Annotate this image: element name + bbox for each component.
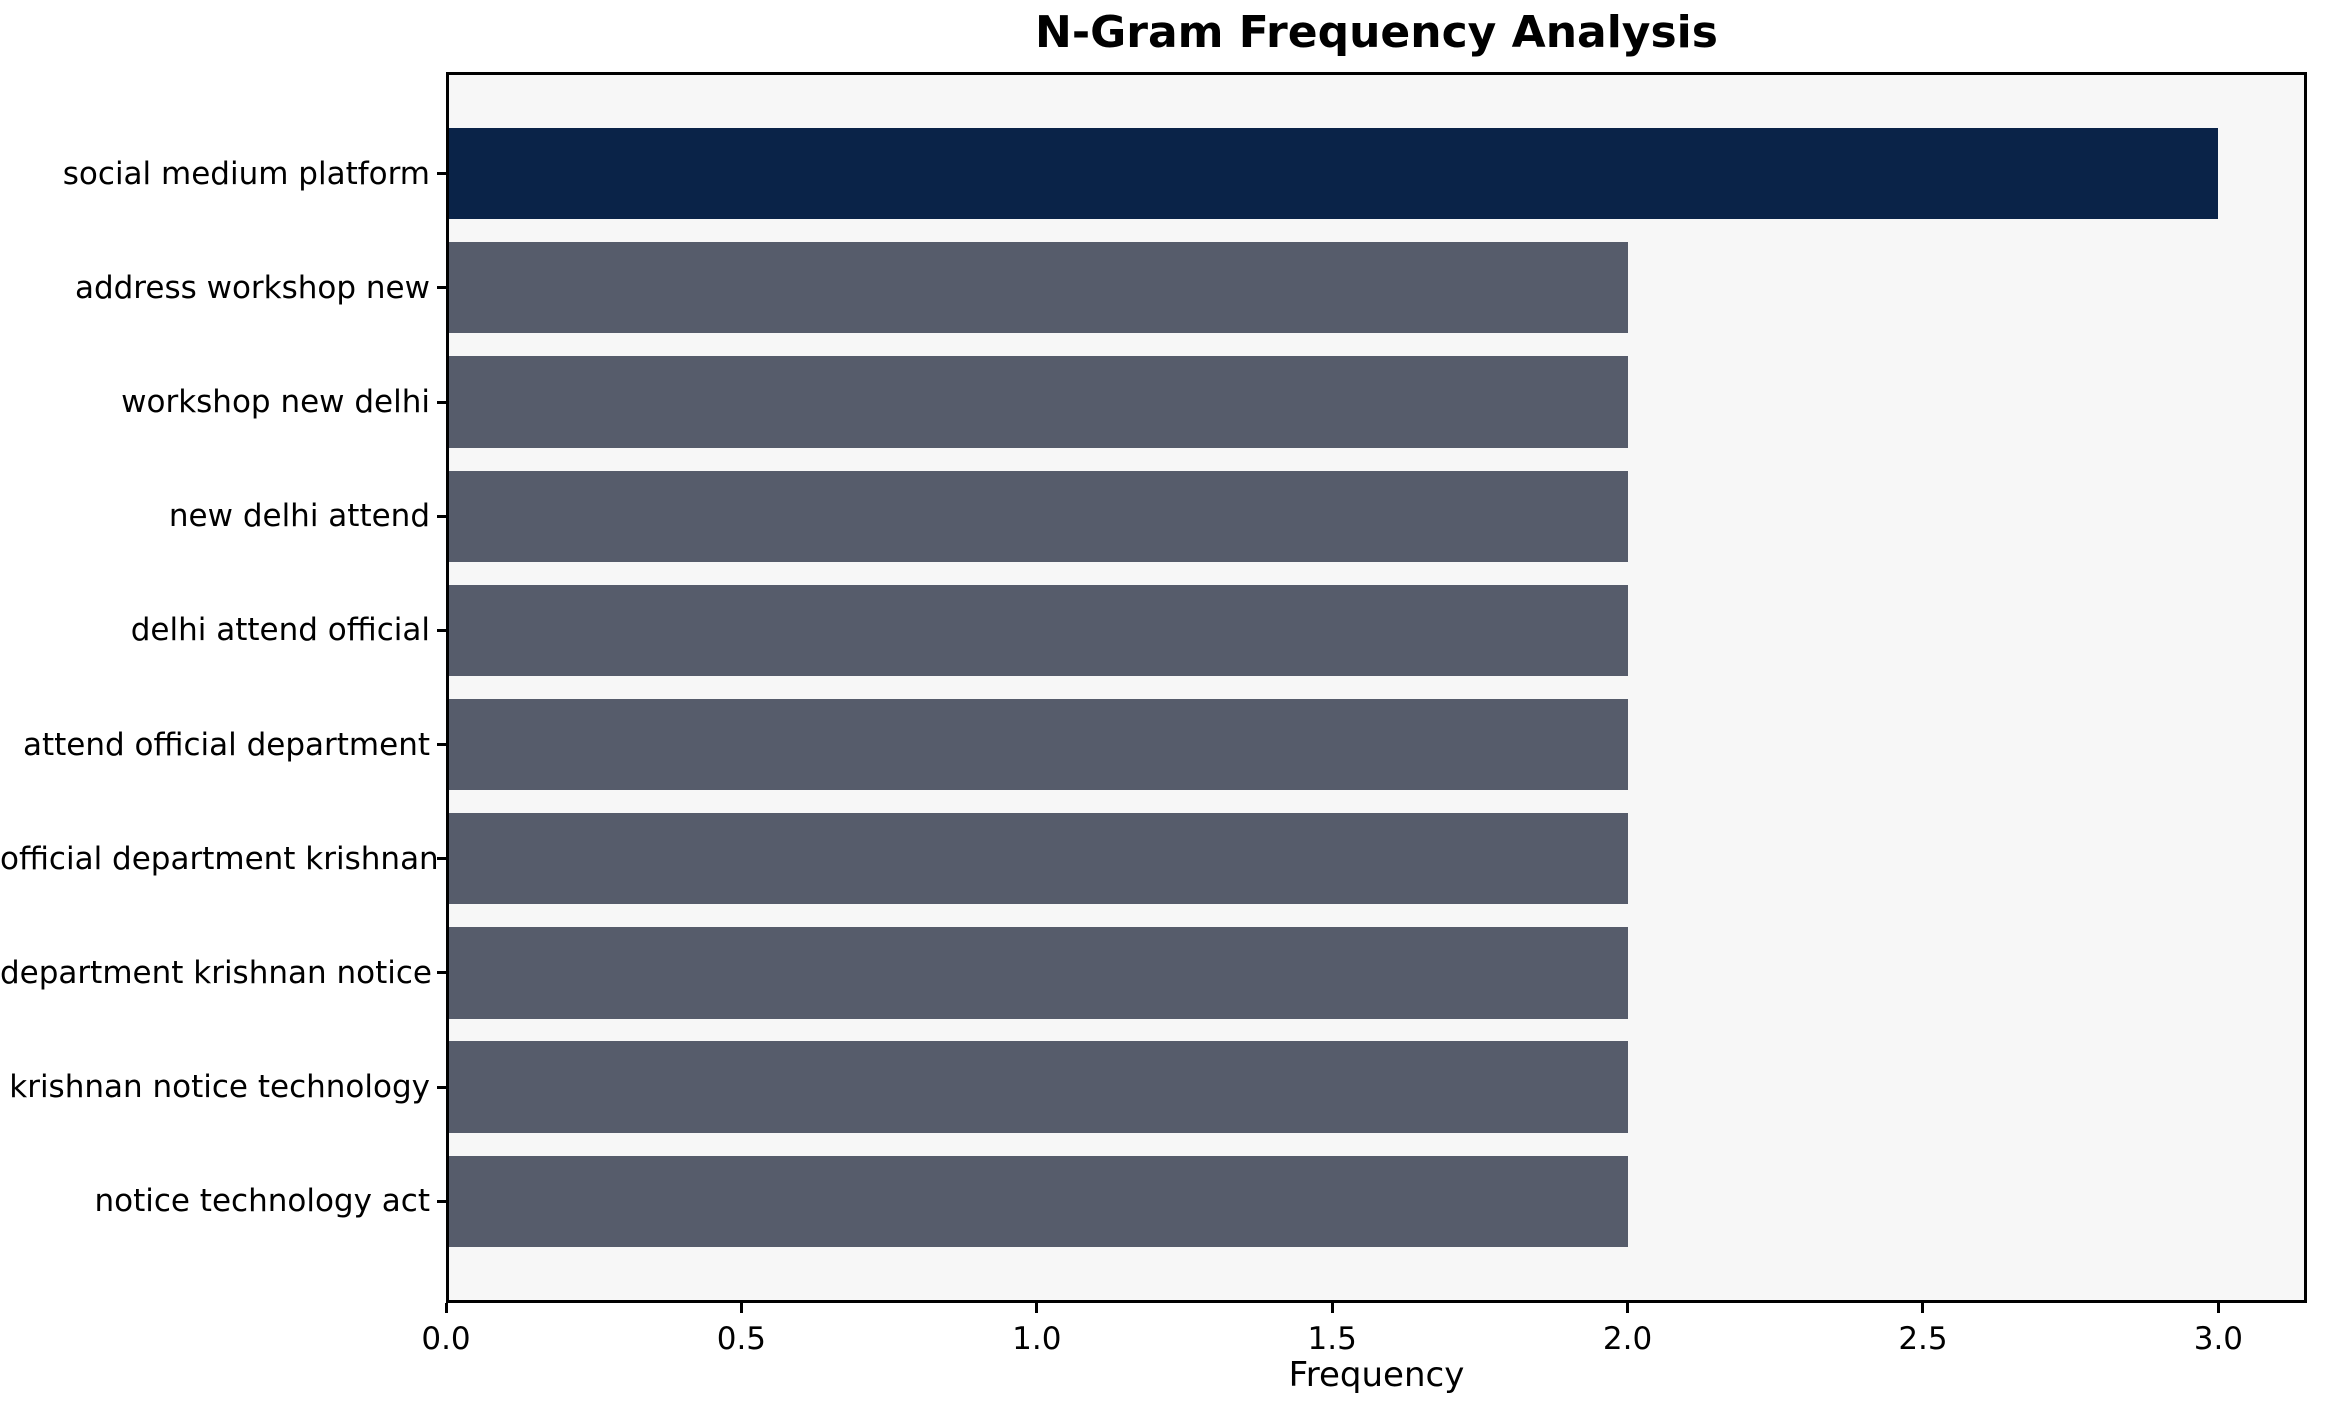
bar-attend-official-department (449, 698, 1628, 791)
x-tick-label: 1.5 (1307, 1321, 1357, 1357)
x-tick-mark (739, 1303, 743, 1313)
x-tick-label: 1.0 (1012, 1321, 1062, 1357)
bar-official-department-krishnan (449, 813, 1628, 905)
bar-delhi-attend-official (449, 584, 1628, 677)
y-tick-label: workshop new delhi (121, 384, 430, 421)
y-tick-mark (437, 400, 446, 404)
y-tick-label: notice technology act (94, 1183, 430, 1220)
bar-address-workshop-new (449, 242, 1628, 334)
x-tick-label: 0.0 (421, 1321, 471, 1357)
y-tick-label: delhi attend official (130, 612, 430, 649)
y-tick-mark (437, 1085, 446, 1089)
y-tick-label: official department krishnan (0, 840, 439, 877)
x-tick-label: 2.5 (1898, 1321, 1948, 1357)
x-tick-label: 2.0 (1602, 1321, 1653, 1357)
y-tick-label: social medium platform (62, 155, 430, 192)
y-tick-label: address workshop new (74, 269, 430, 306)
x-tick-mark (1035, 1303, 1039, 1313)
bar-social-medium-platform (449, 127, 2219, 220)
bar-notice-technology-act (449, 1155, 1628, 1248)
x-tick-mark (1626, 1303, 1630, 1313)
y-tick-label: new delhi attend (168, 498, 430, 535)
y-tick-label: attend official department (22, 726, 430, 763)
y-tick-mark (437, 172, 446, 176)
y-tick-label: department krishnan notice (0, 954, 433, 991)
y-tick-label: krishnan notice technology (9, 1069, 430, 1106)
bar-new-delhi-attend (449, 470, 1628, 562)
x-tick-mark (2216, 1303, 2220, 1313)
y-tick-mark (437, 514, 446, 518)
x-axis-label: Frequency (1288, 1355, 1465, 1395)
y-tick-mark (437, 743, 446, 747)
x-tick-mark (1921, 1303, 1925, 1313)
y-tick-mark (437, 286, 446, 290)
y-tick-mark (437, 628, 446, 632)
x-tick-label: 3.0 (2193, 1321, 2244, 1357)
x-tick-label: 0.5 (716, 1321, 767, 1357)
y-tick-mark (437, 971, 446, 975)
chart-title: N-Gram Frequency Analysis (1035, 7, 1718, 58)
bar-krishnan-notice-technology (449, 1041, 1628, 1133)
bar-department-krishnan-notice (449, 927, 1628, 1019)
x-tick-mark (1330, 1303, 1334, 1313)
y-tick-mark (437, 857, 446, 861)
y-tick-mark (437, 1199, 446, 1203)
bar-workshop-new-delhi (449, 356, 1628, 448)
x-tick-mark (444, 1303, 448, 1313)
